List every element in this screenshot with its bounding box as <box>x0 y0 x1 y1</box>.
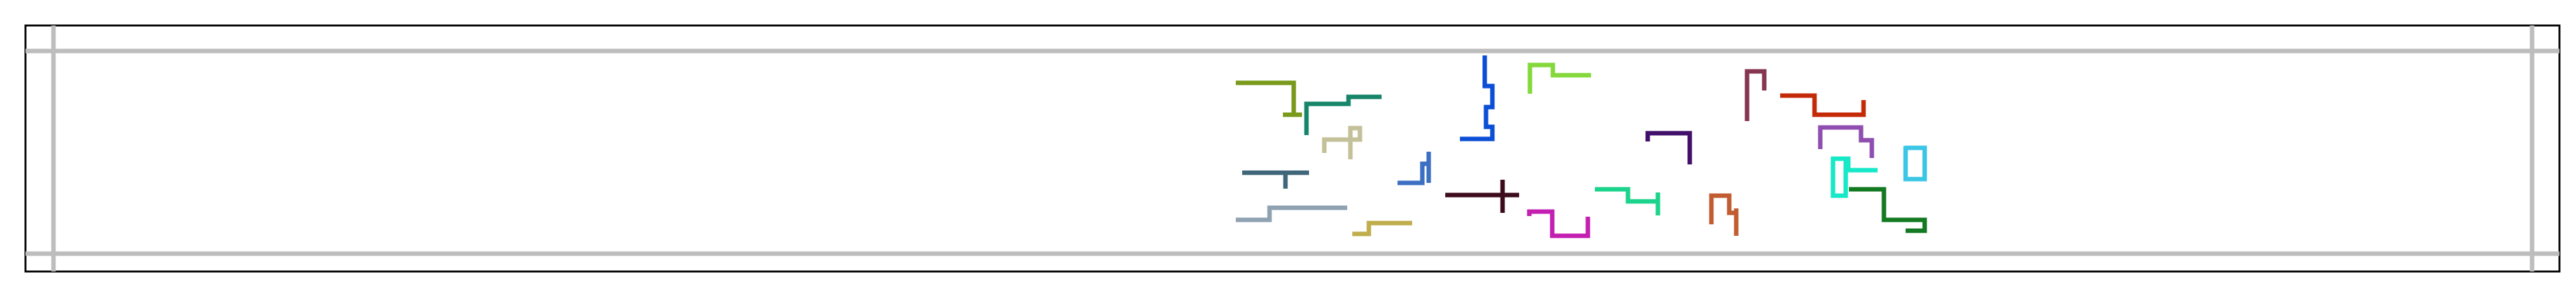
glyph-grey-blue <box>1236 205 1347 222</box>
glyph-group <box>1236 55 1927 238</box>
axes-frame <box>24 24 2561 273</box>
glyph-khaki <box>1322 126 1362 159</box>
glyph-rust <box>1780 93 1866 117</box>
glyph-violet <box>1818 125 1874 158</box>
glyph-green <box>1849 187 1927 233</box>
grid-lines <box>25 25 2559 272</box>
glyph-spring <box>1595 187 1660 215</box>
glyph-aqua <box>1830 156 1878 198</box>
glyph-dark-maroon <box>1445 180 1519 213</box>
glyph-olive <box>1236 80 1302 117</box>
glyph-sky <box>1903 145 1927 182</box>
glyph-steel-blue <box>1398 152 1431 185</box>
glyph-mustard <box>1352 221 1412 236</box>
glyph-lime <box>1527 62 1591 94</box>
glyph-indigo <box>1645 131 1692 164</box>
glyph-magenta <box>1527 209 1590 238</box>
glyph-slate <box>1242 170 1309 189</box>
glyph-teal-green <box>1304 94 1382 135</box>
glyph-blue <box>1460 55 1495 141</box>
glyph-plum <box>1744 69 1767 121</box>
glyph-orange-brown <box>1709 193 1739 236</box>
